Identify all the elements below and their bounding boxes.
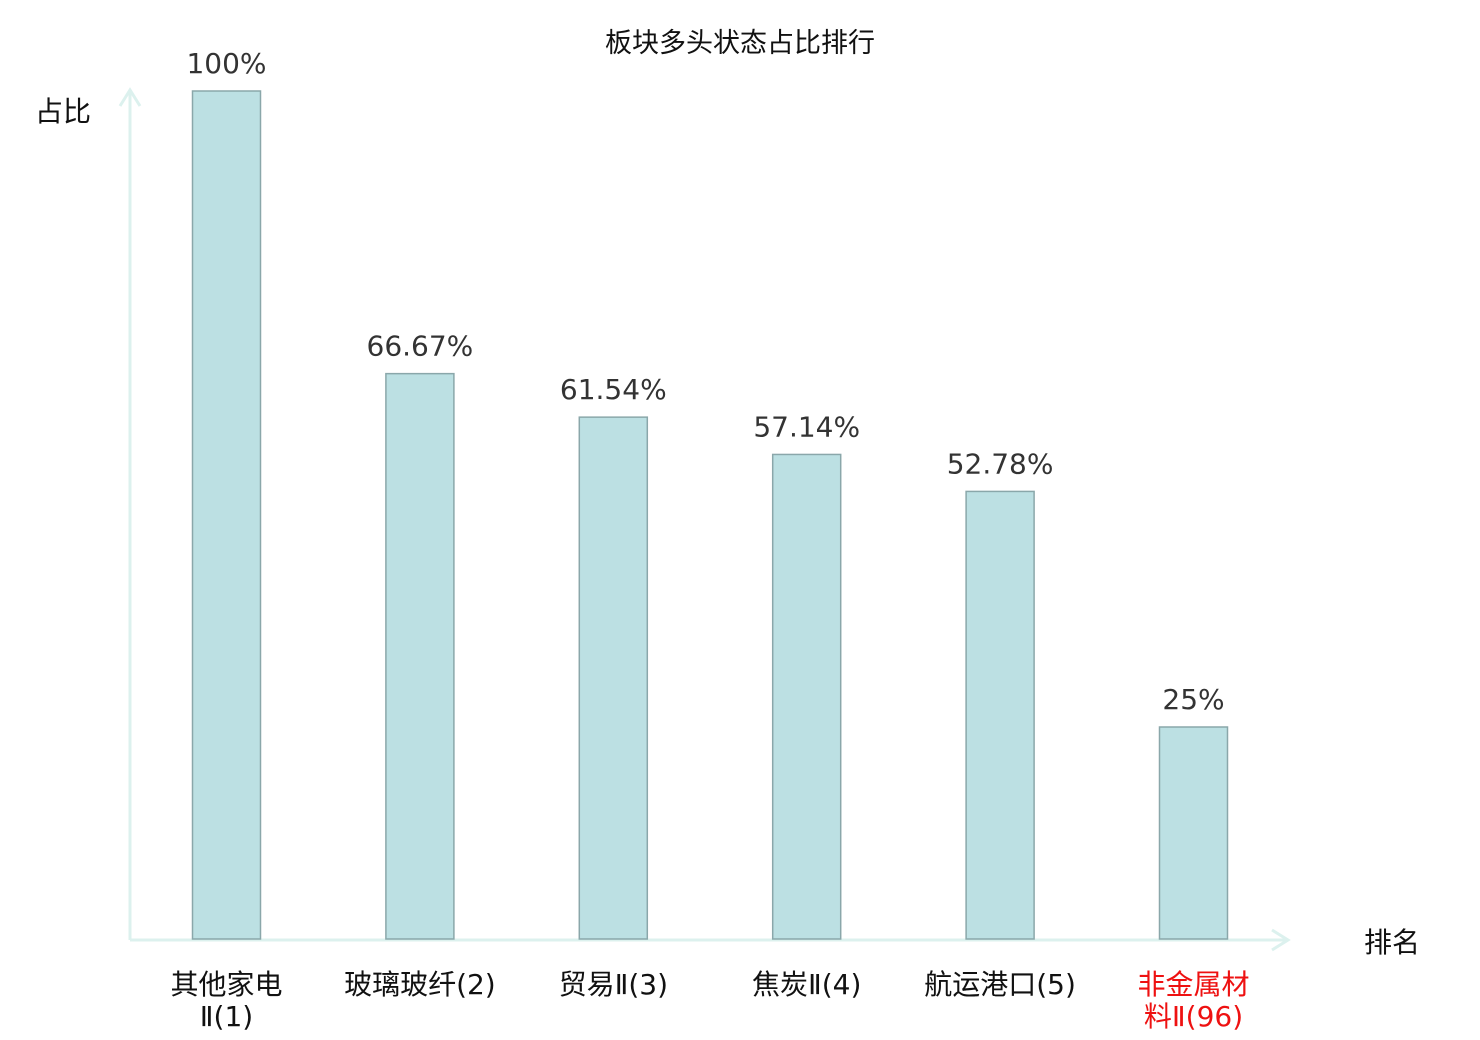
bar (385, 372, 455, 940)
y-axis-arrow-icon (118, 87, 142, 107)
bar (965, 490, 1035, 940)
x-tick-label: 非金属材 (1137, 968, 1249, 1001)
x-axis-label: 排名 (1364, 926, 1420, 959)
bar (1158, 726, 1229, 940)
bar (771, 453, 842, 940)
y-axis-label: 占比 (35, 95, 91, 128)
data-label: 52.78% (947, 447, 1054, 480)
bars (191, 90, 1229, 940)
x-tick-label: 玻璃玻纤(2) (344, 968, 496, 1001)
data-label: 25% (1162, 683, 1224, 716)
data-label: 100% (186, 47, 266, 80)
x-tick-label: 焦炭Ⅱ(4) (752, 968, 861, 1001)
x-tick-label: 其他家电 (170, 968, 282, 1001)
x-tick-label: 贸易Ⅱ(3) (559, 968, 668, 1001)
data-label: 66.67% (367, 330, 474, 363)
bar (578, 416, 649, 940)
x-tick-label: Ⅱ(1) (200, 1000, 253, 1033)
axes (118, 87, 1291, 952)
x-axis-arrow-icon (1271, 928, 1291, 952)
data-label: 61.54% (560, 373, 667, 406)
chart-title: 板块多头状态占比排行 (605, 28, 875, 59)
bar (191, 90, 262, 940)
x-tick-label: 料Ⅱ(96) (1144, 1000, 1243, 1033)
x-tick-label: 航运港口(5) (924, 968, 1076, 1001)
data-label: 57.14% (753, 410, 860, 443)
